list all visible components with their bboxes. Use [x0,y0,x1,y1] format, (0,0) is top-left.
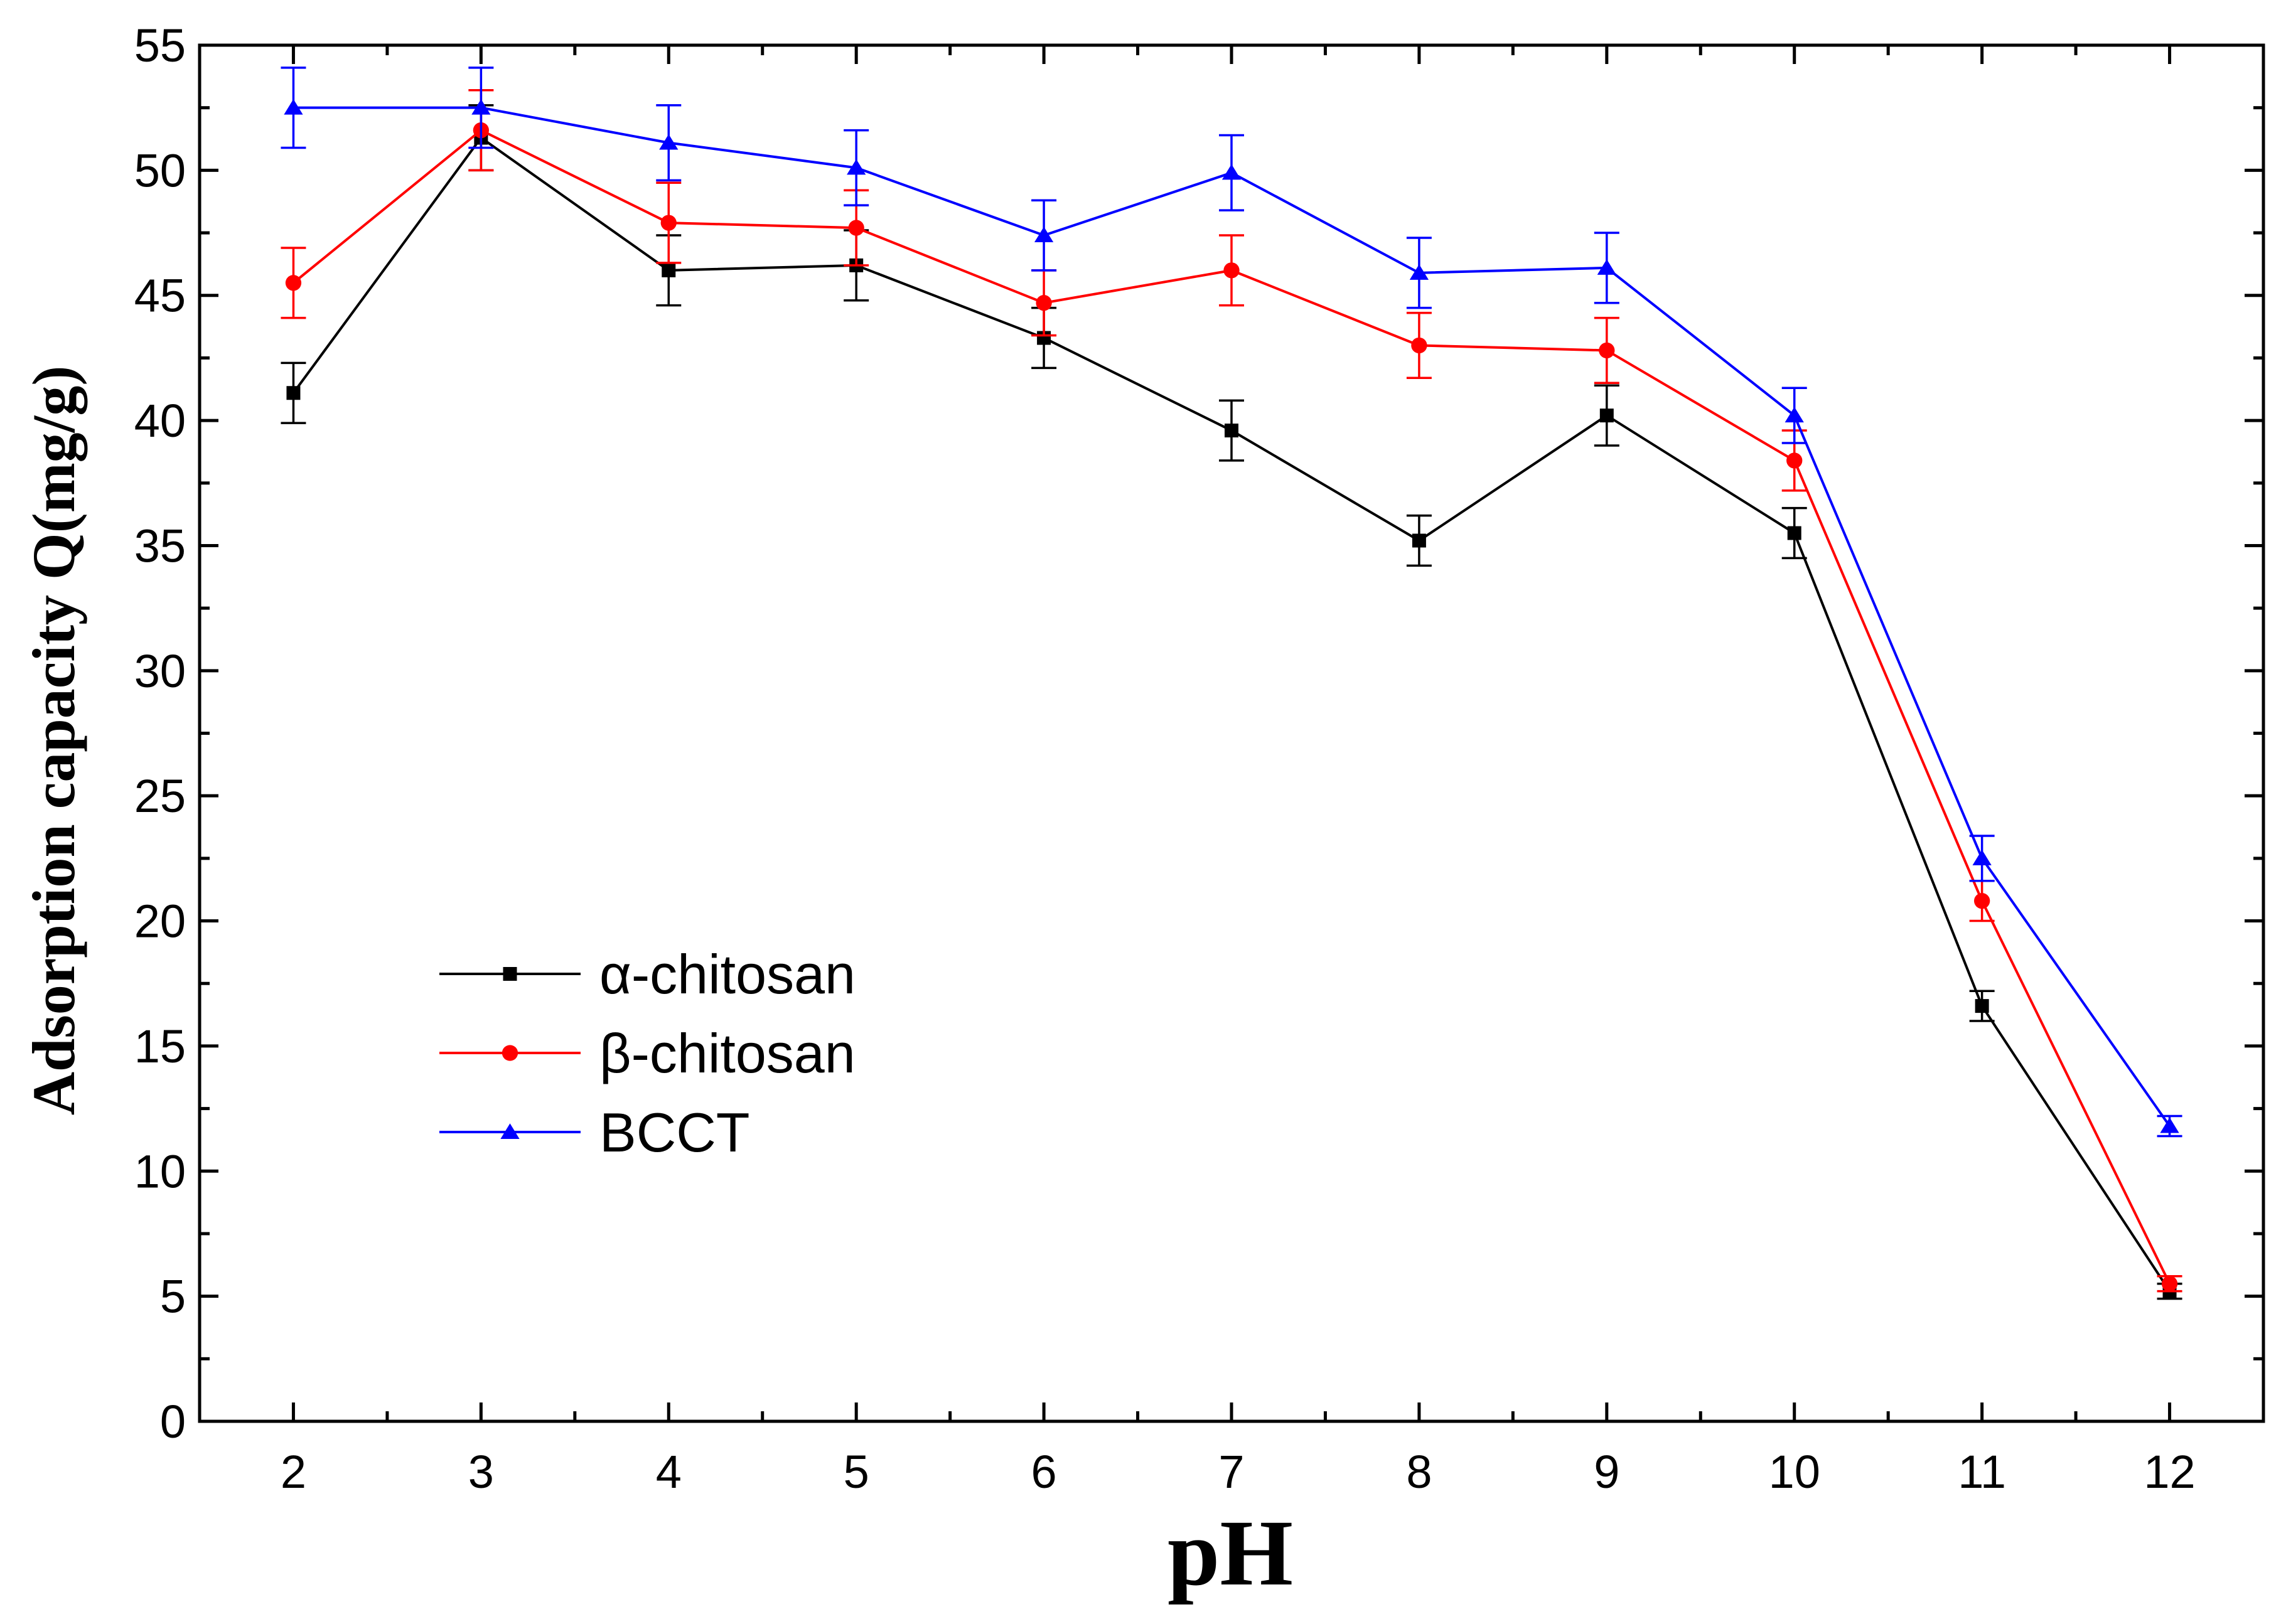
legend-entry-0: α-chitosan [439,943,856,1005]
triangle-marker [471,99,491,115]
triangle-marker [500,1123,520,1139]
triangle-marker [1972,850,1992,865]
y-tick-label: 50 [134,144,186,196]
triangle-marker [1785,407,1804,423]
x-axis-title: pH [1167,1501,1293,1605]
triangle-marker [1597,259,1616,275]
series-line [292,136,2171,1292]
y-tick-label: 20 [134,895,186,948]
x-tick-label: 5 [844,1446,869,1498]
circle-marker [1786,452,1803,469]
square-marker [1975,999,1989,1013]
square-marker [662,263,676,277]
y-tick-label: 45 [134,270,186,322]
circle-marker [1223,262,1240,279]
circle-marker [660,215,677,231]
y-tick-label: 5 [160,1271,186,1323]
series-2 [281,67,2182,1138]
legend-label: β-chitosan [599,1022,856,1084]
square-marker [1225,424,1238,438]
circle-marker [502,1045,518,1061]
square-marker [286,386,301,400]
legend-label: BCCT [599,1101,750,1163]
triangle-marker [2160,1117,2179,1133]
x-tick-label: 10 [1769,1446,1820,1498]
y-tick-label: 0 [160,1396,186,1448]
square-marker [503,967,517,981]
square-marker [1599,409,1614,423]
series-1 [281,89,2182,1293]
x-tick-label: 2 [281,1446,306,1498]
x-tick-label: 8 [1406,1446,1432,1498]
legend-label: α-chitosan [599,943,856,1005]
triangle-marker [659,134,679,150]
circle-marker [2161,1276,2178,1292]
square-marker [1787,526,1801,540]
series-0 [281,104,2182,1300]
y-tick-label: 30 [134,645,186,697]
circle-marker [1599,342,1615,359]
x-tick-label: 7 [1218,1446,1244,1498]
circle-marker [285,275,302,291]
legend-entry-2: BCCT [439,1101,750,1163]
x-tick-label: 12 [2144,1446,2195,1498]
triangle-marker [847,159,866,175]
legend-entry-1: β-chitosan [439,1022,856,1084]
x-tick-label: 11 [1958,1446,2006,1498]
circle-marker [1036,295,1052,311]
square-marker [1412,533,1426,548]
triangle-marker [284,99,303,115]
triangle-marker [1221,164,1242,180]
y-axis-title: Adsorption capacity Q(mg/g) [20,366,87,1116]
circle-marker [1973,892,1990,909]
triangle-marker [1409,264,1429,280]
circle-marker [848,220,864,236]
x-tick-label: 6 [1031,1446,1057,1498]
x-tick-label: 3 [468,1446,494,1498]
x-tick-label: 4 [656,1446,682,1498]
y-tick-label: 35 [134,520,186,572]
y-tick-label: 40 [134,395,186,447]
y-tick-label: 15 [134,1020,186,1072]
circle-marker [1411,337,1427,354]
y-tick-label: 25 [134,770,186,822]
y-tick-label: 10 [134,1145,186,1197]
x-tick-label: 9 [1594,1446,1619,1498]
triangle-marker [1034,227,1054,243]
y-tick-label: 55 [134,19,186,72]
